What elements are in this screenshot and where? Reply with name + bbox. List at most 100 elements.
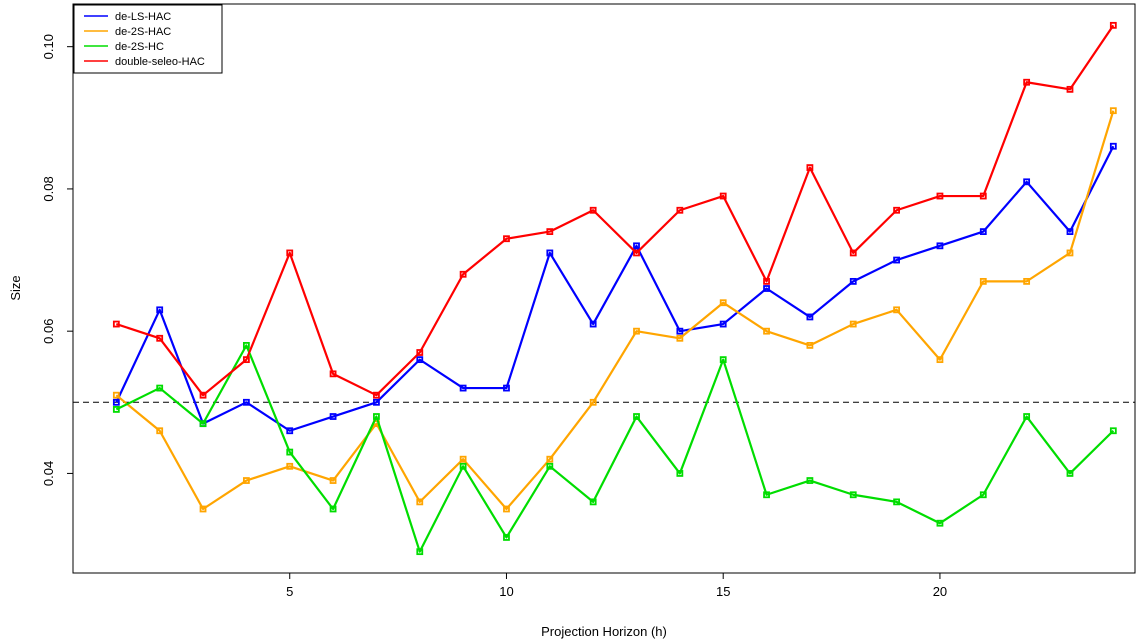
plot-frame — [72, 3, 1136, 574]
data-point — [459, 455, 467, 463]
y-axis: 0.04 0.06 0.08 0.10 — [41, 34, 73, 486]
data-point — [373, 391, 380, 399]
data-point — [199, 391, 207, 399]
data-point — [936, 519, 944, 527]
data-point — [416, 498, 424, 506]
data-point — [589, 498, 597, 506]
data-point — [242, 477, 250, 484]
data-point — [1023, 78, 1031, 86]
data-point — [979, 228, 987, 236]
data-point — [286, 249, 294, 257]
y-tick-label: 0.04 — [41, 461, 56, 486]
data-point — [1023, 178, 1031, 186]
x-axis: 5 10 15 20 — [286, 573, 947, 599]
data-point — [416, 356, 424, 364]
series-double-seleo-HAC — [112, 21, 1117, 399]
data-point — [936, 192, 944, 200]
data-point — [719, 299, 727, 307]
data-point — [763, 277, 770, 285]
data-point — [112, 398, 120, 406]
data-point — [329, 477, 337, 484]
data-point — [893, 306, 900, 314]
data-point — [546, 455, 554, 463]
data-point — [849, 249, 857, 257]
x-tick-label: 5 — [286, 584, 293, 599]
y-axis-label: Size — [8, 275, 23, 300]
data-point — [806, 341, 814, 349]
data-point — [589, 398, 597, 406]
data-point — [503, 505, 510, 513]
data-point — [1023, 413, 1031, 420]
x-axis-label: Projection Horizon (h) — [541, 624, 667, 639]
data-point — [199, 420, 207, 428]
data-point — [242, 341, 250, 349]
data-point — [242, 398, 250, 406]
data-point — [849, 491, 857, 499]
series-line — [115, 110, 1115, 511]
x-tick-label: 10 — [499, 584, 513, 599]
data-point — [112, 406, 120, 413]
data-point — [936, 356, 944, 364]
data-point — [416, 349, 424, 356]
legend: de-LS-HAC de-2S-HAC de-2S-HC double-seleo-H… — [73, 4, 223, 74]
data-point — [546, 249, 554, 257]
data-point — [1066, 249, 1074, 257]
plot-area — [73, 21, 1135, 556]
data-point — [329, 505, 337, 513]
x-tick-label: 20 — [933, 584, 947, 599]
data-point — [546, 228, 554, 236]
data-point — [112, 391, 120, 399]
data-point — [763, 491, 770, 499]
data-point — [806, 477, 814, 484]
data-point — [676, 327, 684, 335]
data-point — [589, 320, 597, 328]
data-point — [1109, 142, 1117, 150]
data-point — [893, 498, 900, 506]
data-point — [156, 306, 164, 314]
data-point — [893, 256, 900, 264]
data-point — [199, 505, 207, 513]
data-point — [286, 448, 294, 456]
data-point — [459, 384, 467, 392]
data-point — [633, 242, 640, 250]
data-point — [1023, 277, 1031, 285]
data-point — [503, 384, 510, 392]
data-point — [373, 398, 380, 406]
series-de-2S-HC — [112, 341, 1117, 556]
data-point — [633, 249, 640, 257]
data-point — [676, 206, 684, 214]
data-point — [936, 242, 944, 250]
data-point — [763, 327, 770, 335]
y-tick-label: 0.10 — [41, 34, 56, 59]
data-point — [286, 427, 294, 435]
data-point — [1066, 470, 1074, 477]
data-point — [459, 462, 467, 470]
legend-label: de-2S-HC — [115, 41, 164, 53]
legend-label: de-2S-HAC — [115, 26, 171, 38]
data-point — [329, 413, 337, 420]
data-point — [589, 206, 597, 214]
data-point — [676, 334, 684, 342]
data-point — [373, 413, 380, 420]
data-point — [763, 285, 770, 292]
data-point — [503, 534, 510, 541]
data-point — [806, 164, 814, 171]
y-tick-label: 0.06 — [41, 319, 56, 344]
legend-label: de-LS-HAC — [115, 11, 171, 23]
data-point — [503, 235, 510, 243]
data-point — [1066, 228, 1074, 236]
data-point — [112, 320, 120, 328]
data-point — [633, 327, 640, 335]
data-point — [806, 313, 814, 321]
series-de-2S-HAC — [112, 107, 1117, 513]
data-point — [979, 192, 987, 200]
data-point — [329, 370, 337, 378]
data-point — [156, 334, 164, 342]
data-point — [849, 320, 857, 328]
data-point — [979, 277, 987, 285]
data-point — [1109, 21, 1117, 29]
data-point — [156, 427, 164, 435]
series-line — [115, 344, 1115, 553]
data-point — [719, 320, 727, 328]
series-line — [116, 24, 1115, 397]
